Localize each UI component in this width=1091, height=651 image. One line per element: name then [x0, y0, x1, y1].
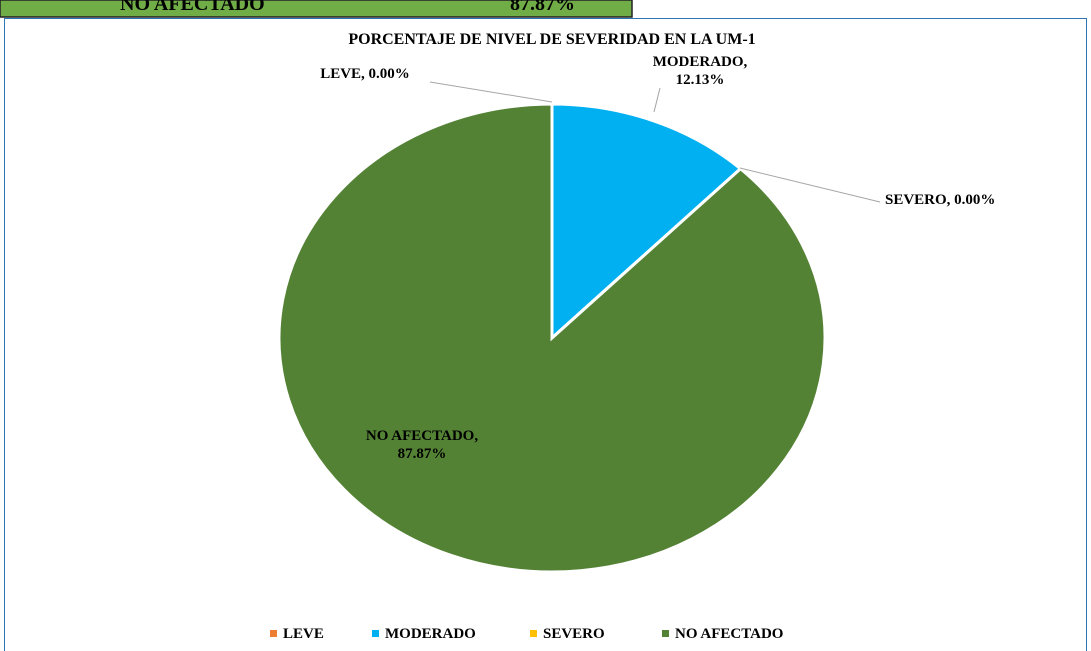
row-label: NO AFECTADO	[120, 0, 265, 15]
legend-swatch	[662, 630, 669, 637]
legend-label: NO AFECTADO	[675, 626, 783, 642]
leader-line	[739, 167, 881, 203]
legend-swatch	[270, 630, 277, 637]
data-label: NO AFECTADO, 87.87%	[366, 428, 478, 462]
legend-swatch	[530, 630, 537, 637]
data-label: LEVE, 0.00%	[320, 66, 410, 82]
row-value: 87.87%	[510, 0, 575, 15]
pie-slice	[277, 102, 827, 574]
data-label: SEVERO, 0.00%	[885, 192, 995, 208]
data-label: MODERADO, 12.13%	[653, 54, 748, 88]
legend-label: LEVE	[283, 626, 324, 642]
legend-label: SEVERO	[543, 626, 605, 642]
table-row	[0, 0, 633, 18]
legend-label: MODERADO	[385, 626, 476, 642]
pie-slice	[550, 102, 743, 342]
leader-line	[653, 87, 661, 113]
legend-swatch	[372, 630, 379, 637]
leader-line	[429, 81, 553, 103]
chart-title: PORCENTAJE DE NIVEL DE SEVERIDAD EN LA U…	[348, 31, 755, 48]
chart-border	[4, 18, 1087, 651]
